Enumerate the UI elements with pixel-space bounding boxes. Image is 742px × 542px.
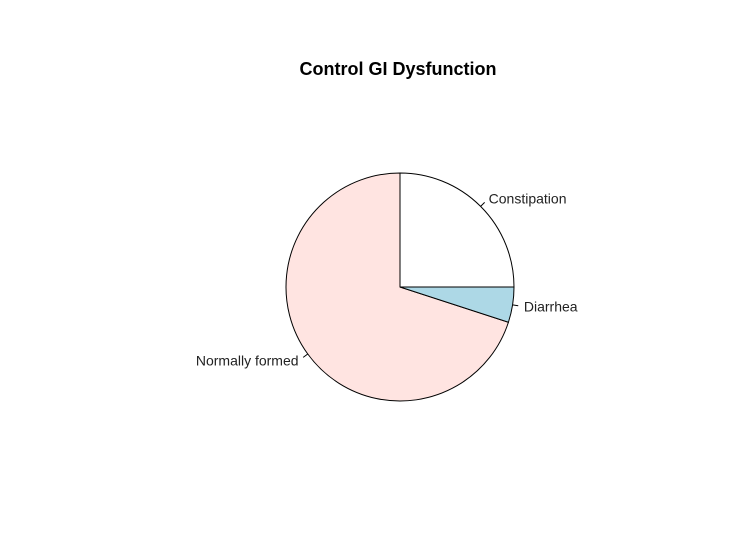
pie-label-diarrhea: Diarrhea bbox=[524, 299, 578, 315]
pie-slices bbox=[285, 172, 515, 402]
label-tick-diarrhea bbox=[512, 304, 519, 307]
label-tick-constipation bbox=[480, 202, 485, 207]
pie-slice-normally-formed bbox=[285, 172, 510, 402]
pie-label-constipation: Constipation bbox=[489, 190, 567, 206]
chart-title: Control GI Dysfunction bbox=[300, 59, 497, 79]
pie-labels: Constipation Normally formed Diarrhea bbox=[196, 190, 578, 368]
label-tick-normally-formed bbox=[302, 353, 309, 358]
pie-slice-diarrhea bbox=[399, 286, 515, 323]
pie-slice-constipation bbox=[399, 172, 515, 288]
pie-label-normally-formed: Normally formed bbox=[196, 353, 299, 369]
